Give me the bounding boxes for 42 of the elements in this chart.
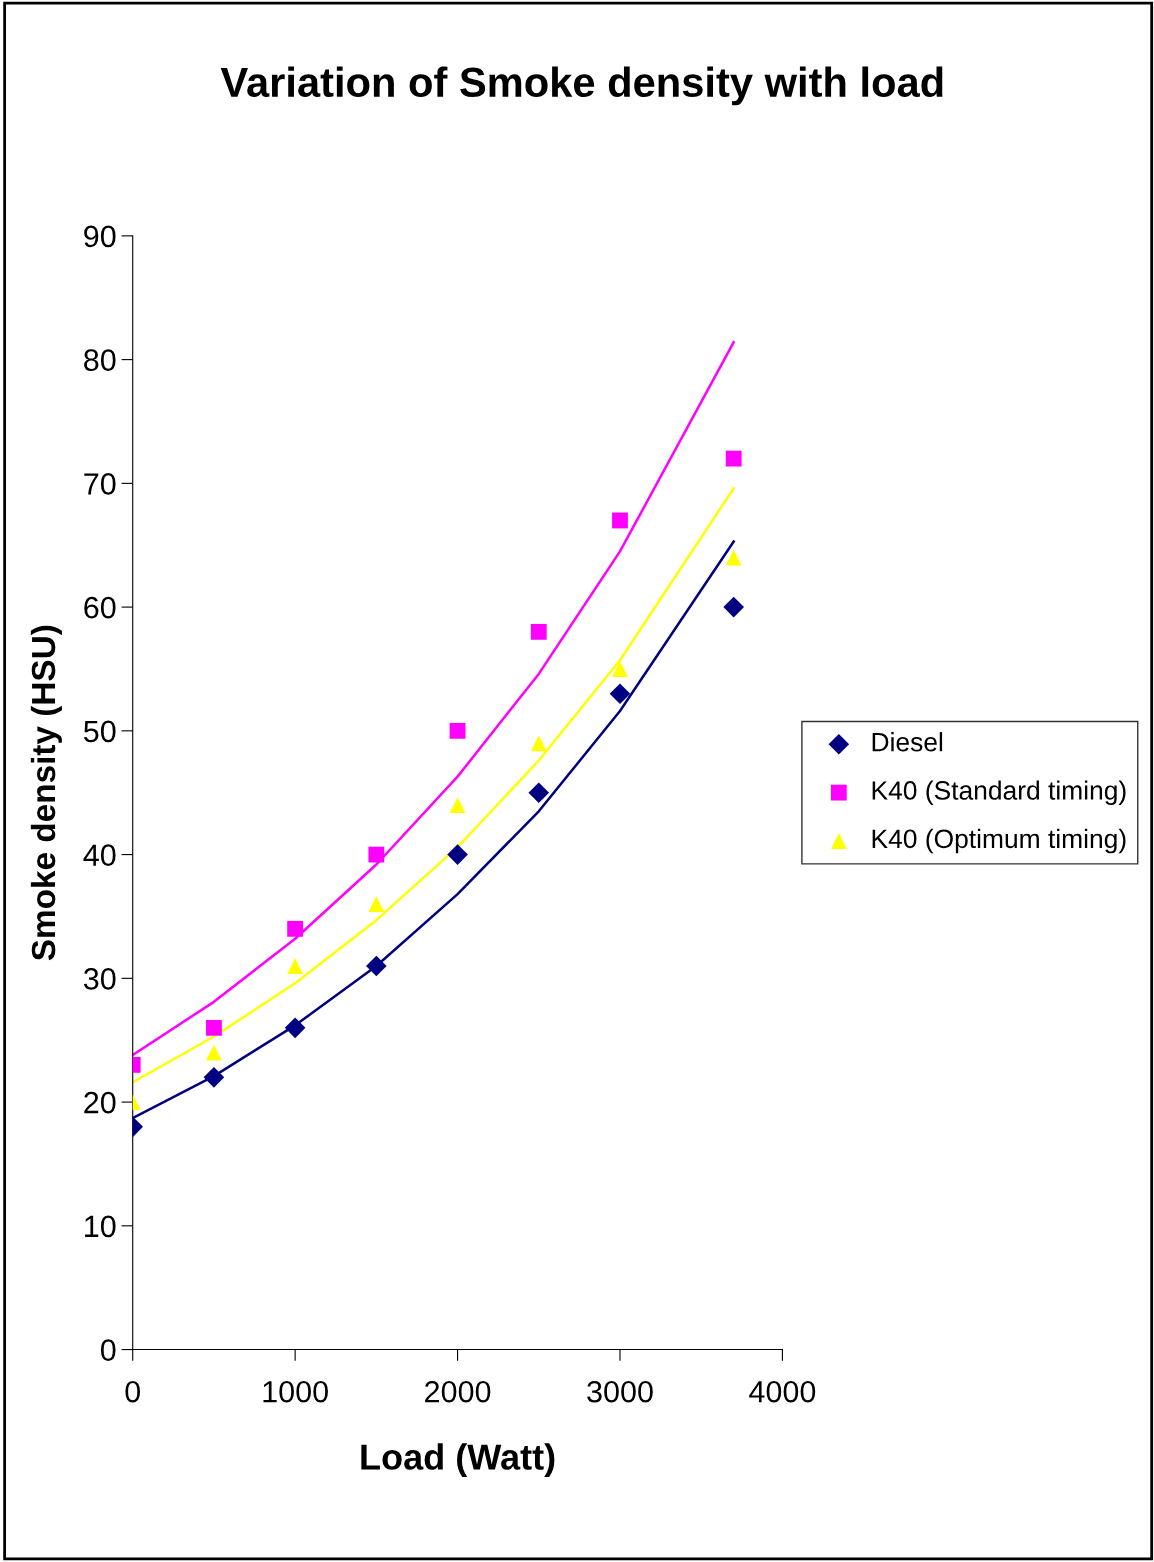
- point: [368, 846, 385, 863]
- point: [725, 450, 742, 467]
- point: [287, 920, 304, 937]
- y-tick-label: 20: [84, 1091, 116, 1114]
- x-tick-label: 0: [125, 1380, 141, 1403]
- y-tick-label: 70: [84, 473, 116, 495]
- y-tick-label: 0: [100, 1339, 116, 1361]
- y-tick-label: 90: [84, 225, 116, 248]
- point: [284, 1017, 306, 1039]
- y-tick-label: 80: [84, 349, 116, 371]
- x-tick-label: 1000: [263, 1380, 328, 1403]
- point: [609, 683, 631, 705]
- point: [612, 512, 628, 529]
- y-tick-label: 60: [84, 596, 116, 619]
- point: [725, 549, 742, 566]
- point: [530, 623, 547, 640]
- y-tick-label: 40: [83, 844, 116, 866]
- chart-title: Variation of Smoke density with load: [220, 66, 943, 106]
- x-tick-label: 3000: [587, 1380, 653, 1403]
- x-axis-title: Load (Watt): [361, 1443, 555, 1477]
- point: [368, 896, 385, 912]
- y-tick-label: 50: [83, 720, 116, 743]
- y-tick-label: 10: [85, 1215, 116, 1238]
- point: [206, 1044, 222, 1061]
- point: [612, 661, 628, 677]
- point: [530, 735, 547, 752]
- legend-label: Diesel: [872, 732, 943, 752]
- y-tick-label: 30: [83, 968, 116, 990]
- point: [449, 722, 466, 739]
- point: [287, 958, 304, 974]
- legend-label: K40 (Standard timing): [872, 780, 1126, 806]
- point: [206, 1019, 222, 1036]
- x-tick-label: 4000: [749, 1380, 816, 1403]
- point: [528, 782, 550, 804]
- legend-label: K40 (Optimum timing): [872, 828, 1126, 854]
- point: [723, 596, 744, 618]
- y-axis-title: Smoke density (HSU): [30, 625, 62, 961]
- point: [366, 955, 387, 977]
- point: [449, 797, 466, 814]
- point: [203, 1067, 225, 1088]
- point: [447, 844, 468, 865]
- x-tick-label: 2000: [425, 1380, 491, 1403]
